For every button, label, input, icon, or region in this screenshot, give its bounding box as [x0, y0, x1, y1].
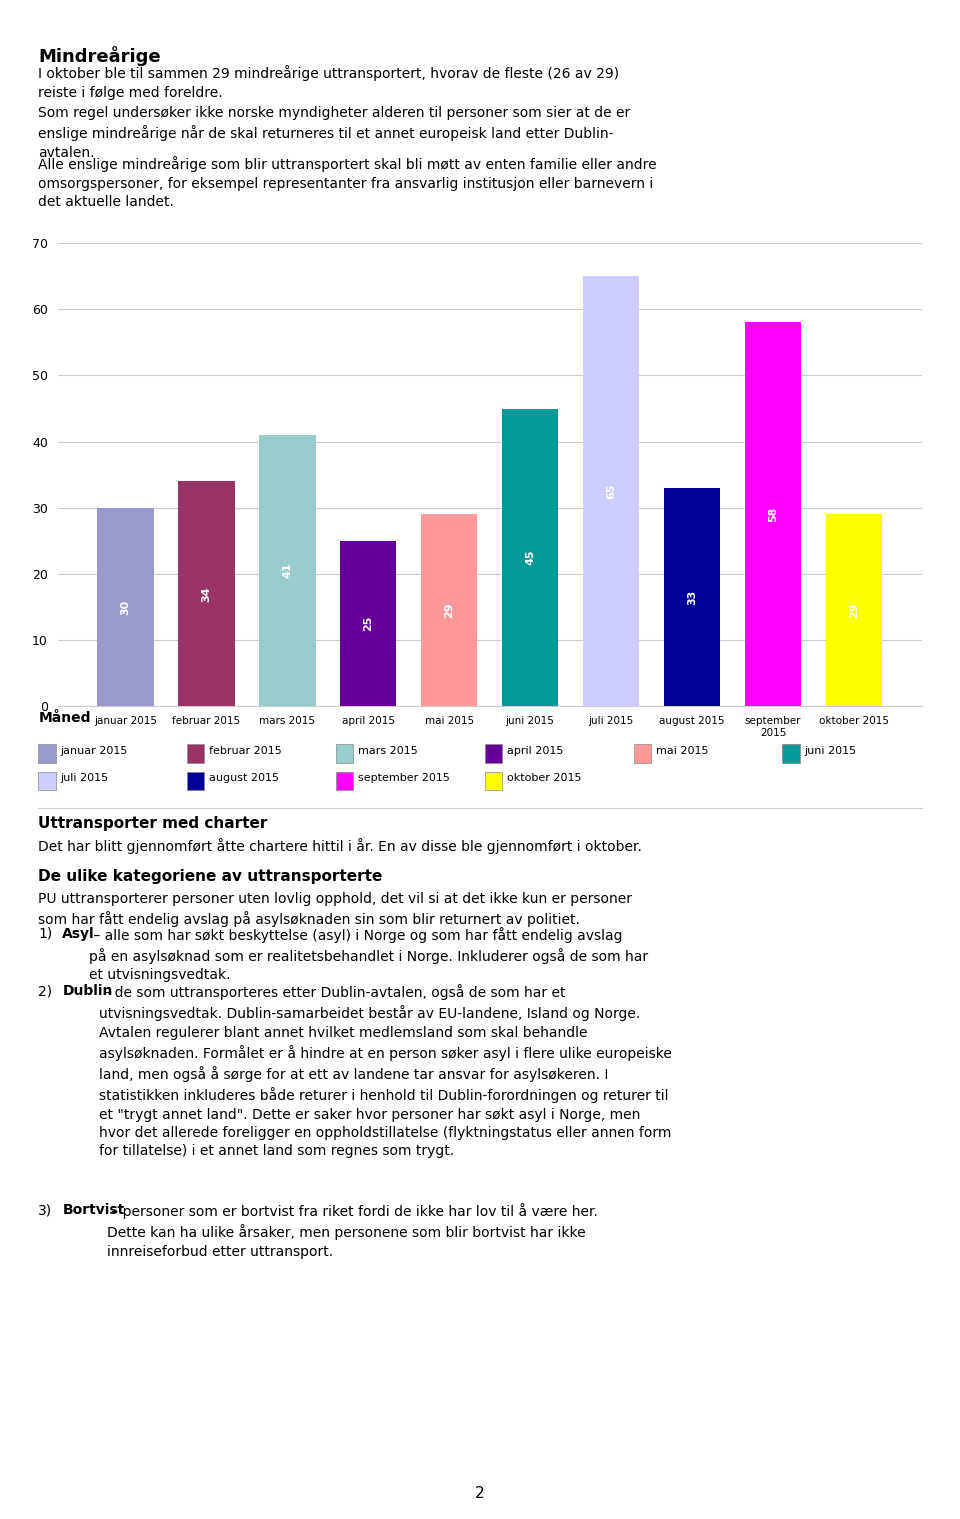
Bar	[826, 515, 882, 706]
Text: Måned: Måned	[38, 711, 91, 725]
Text: 25: 25	[363, 615, 373, 632]
Text: oktober 2015: oktober 2015	[507, 773, 582, 784]
Bar	[583, 276, 639, 706]
Bar	[663, 488, 720, 706]
Bar	[97, 507, 154, 706]
Text: 65: 65	[606, 483, 616, 498]
Text: 2): 2)	[38, 984, 53, 998]
Text: Som regel undersøker ikke norske myndigheter alderen til personer som sier at de: Som regel undersøker ikke norske myndigh…	[38, 106, 631, 159]
Text: 33: 33	[687, 589, 697, 605]
Text: mai 2015: mai 2015	[656, 746, 708, 756]
Text: – personer som er bortvist fra riket fordi de ikke har lov til å være her.
Dette: – personer som er bortvist fra riket for…	[107, 1203, 597, 1259]
Text: 1): 1)	[38, 927, 53, 940]
Text: 29: 29	[849, 603, 859, 618]
Text: – de som uttransporteres etter Dublin-avtalen, også de som har et
utvisningsvedt: – de som uttransporteres etter Dublin-av…	[99, 984, 672, 1159]
Text: 3): 3)	[38, 1203, 53, 1217]
Text: Alle enslige mindreårige som blir uttransportert skal bli møtt av enten familie : Alle enslige mindreårige som blir uttran…	[38, 156, 657, 210]
Text: 30: 30	[120, 600, 131, 615]
Text: De ulike kategoriene av uttransporterte: De ulike kategoriene av uttransporterte	[38, 869, 383, 884]
Text: februar 2015: februar 2015	[209, 746, 282, 756]
Text: september 2015: september 2015	[358, 773, 450, 784]
Text: mars 2015: mars 2015	[358, 746, 418, 756]
Text: – alle som har søkt beskyttelse (asyl) i Norge og som har fått endelig avslag
på: – alle som har søkt beskyttelse (asyl) i…	[89, 927, 648, 983]
Text: august 2015: august 2015	[209, 773, 279, 784]
Bar	[745, 322, 802, 706]
Bar	[340, 541, 396, 706]
Text: Dublin: Dublin	[62, 984, 112, 998]
Bar	[502, 409, 559, 706]
Text: 41: 41	[282, 564, 292, 579]
Bar	[259, 434, 316, 706]
Text: juli 2015: juli 2015	[60, 773, 108, 784]
Text: juni 2015: juni 2015	[804, 746, 856, 756]
Text: PU uttransporterer personer uten lovlig opphold, det vil si at det ikke kun er p: PU uttransporterer personer uten lovlig …	[38, 892, 633, 927]
Text: 2: 2	[475, 1486, 485, 1501]
Text: 29: 29	[444, 603, 454, 618]
Text: Det har blitt gjennomført åtte chartere hittil i år. En av disse ble gjennomført: Det har blitt gjennomført åtte chartere …	[38, 838, 642, 855]
Text: april 2015: april 2015	[507, 746, 564, 756]
Bar	[178, 482, 234, 706]
Text: 34: 34	[202, 586, 211, 602]
Text: januar 2015: januar 2015	[60, 746, 128, 756]
Bar	[420, 515, 477, 706]
Text: 58: 58	[768, 507, 778, 523]
Text: I oktober ble til sammen 29 mindreårige uttransportert, hvorav de fleste (26 av : I oktober ble til sammen 29 mindreårige …	[38, 65, 619, 100]
Text: Mindreårige: Mindreårige	[38, 46, 161, 65]
Text: Bortvist: Bortvist	[62, 1203, 125, 1217]
Text: Asyl: Asyl	[62, 927, 95, 940]
Text: 45: 45	[525, 550, 535, 565]
Text: Uttransporter med charter: Uttransporter med charter	[38, 816, 268, 831]
